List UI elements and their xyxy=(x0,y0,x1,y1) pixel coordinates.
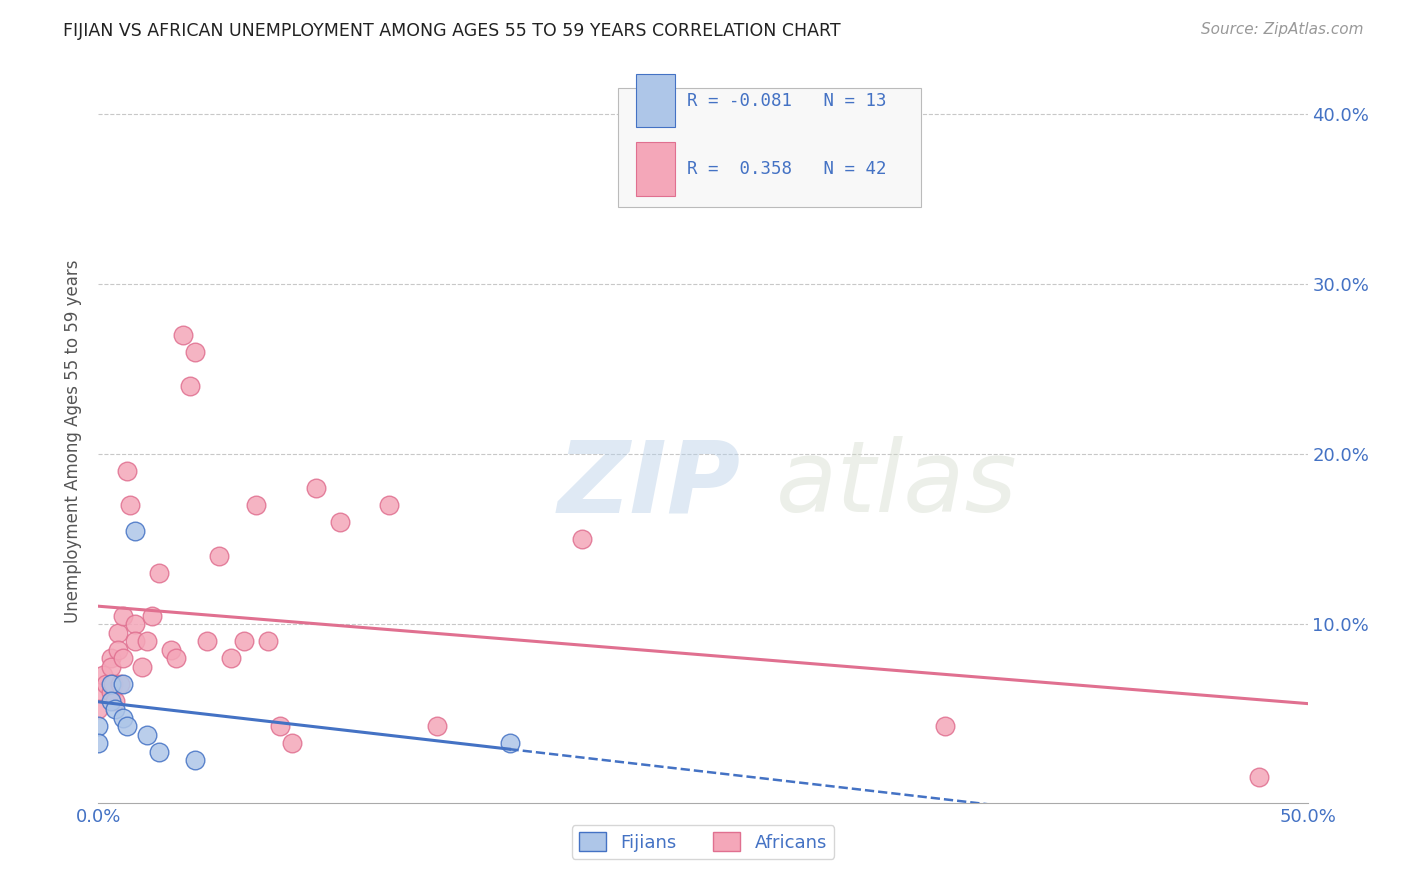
Point xyxy=(111,608,134,623)
Point xyxy=(232,634,254,648)
FancyBboxPatch shape xyxy=(619,87,921,207)
Point xyxy=(87,736,110,750)
Point xyxy=(131,660,153,674)
Point xyxy=(107,642,129,657)
Point xyxy=(141,608,163,623)
Point xyxy=(117,719,139,733)
Point xyxy=(934,719,956,733)
Point xyxy=(100,651,122,665)
Point xyxy=(94,677,117,691)
Point xyxy=(100,685,122,699)
Text: FIJIAN VS AFRICAN UNEMPLOYMENT AMONG AGES 55 TO 59 YEARS CORRELATION CHART: FIJIAN VS AFRICAN UNEMPLOYMENT AMONG AGE… xyxy=(63,22,841,40)
Point xyxy=(124,524,146,538)
Point xyxy=(426,719,449,733)
Point xyxy=(281,736,304,750)
Point xyxy=(135,634,157,648)
Point xyxy=(329,516,352,530)
Point xyxy=(195,634,218,648)
Point xyxy=(118,498,141,512)
Point xyxy=(124,634,146,648)
Point xyxy=(256,634,278,648)
Point xyxy=(107,625,129,640)
FancyBboxPatch shape xyxy=(637,74,675,128)
Point xyxy=(100,694,122,708)
Point xyxy=(160,642,183,657)
Point xyxy=(221,651,243,665)
Point xyxy=(208,549,231,564)
Point xyxy=(377,498,399,512)
Point xyxy=(165,651,187,665)
Point xyxy=(1249,770,1271,784)
Point xyxy=(124,617,146,632)
Point xyxy=(87,685,110,699)
Point xyxy=(245,498,267,512)
Text: R = -0.081   N = 13: R = -0.081 N = 13 xyxy=(688,92,887,110)
Point xyxy=(117,464,139,478)
Point xyxy=(100,677,122,691)
Point xyxy=(108,677,131,691)
Text: R =  0.358   N = 42: R = 0.358 N = 42 xyxy=(688,161,887,178)
Point xyxy=(571,533,593,547)
Point xyxy=(179,379,201,393)
Point xyxy=(91,668,114,682)
Point xyxy=(305,481,328,495)
Point xyxy=(184,345,207,359)
Point xyxy=(104,702,127,716)
Point xyxy=(148,566,170,581)
Point xyxy=(87,719,110,733)
Y-axis label: Unemployment Among Ages 55 to 59 years: Unemployment Among Ages 55 to 59 years xyxy=(65,260,83,624)
Text: ZIP: ZIP xyxy=(558,436,741,533)
Point xyxy=(184,753,207,767)
Text: atlas: atlas xyxy=(776,436,1017,533)
Point xyxy=(87,702,110,716)
Point xyxy=(172,328,194,343)
Legend: Fijians, Africans: Fijians, Africans xyxy=(572,825,834,859)
Point xyxy=(100,660,122,674)
FancyBboxPatch shape xyxy=(637,143,675,196)
Point xyxy=(498,736,520,750)
Point xyxy=(111,677,134,691)
Text: Source: ZipAtlas.com: Source: ZipAtlas.com xyxy=(1201,22,1364,37)
Point xyxy=(111,651,134,665)
Point xyxy=(148,745,170,759)
Point xyxy=(111,711,134,725)
Point xyxy=(135,728,157,742)
Point xyxy=(269,719,291,733)
Point xyxy=(104,694,127,708)
Point xyxy=(101,677,124,691)
